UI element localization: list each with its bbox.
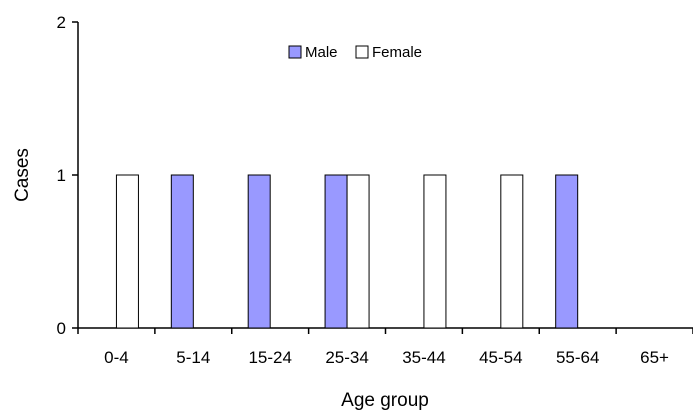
x-tick-label: 45-54 [479, 348, 522, 367]
bar-female-45-54 [500, 174, 524, 329]
bar-female-35-44 [423, 174, 447, 329]
legend: Male Female [288, 44, 422, 61]
legend-swatch-male [288, 45, 302, 59]
x-tick-label: 65+ [640, 348, 669, 367]
x-tick-label: 55-64 [556, 348, 599, 367]
bars [115, 174, 579, 329]
x-tick-label: 15-24 [248, 348, 291, 367]
bar-male-5-14 [170, 174, 194, 329]
x-tick-label: 0-4 [104, 348, 129, 367]
legend-label-female: Female [372, 44, 422, 61]
x-axis-title: Age group [341, 390, 429, 411]
y-axis-ticks: 0 1 2 [57, 13, 78, 338]
y-tick-label: 2 [57, 13, 66, 32]
x-axis-ticks: 0-4 5-14 15-24 25-34 35-44 45-54 55-64 65+ [77, 328, 693, 367]
legend-label-male: Male [305, 44, 338, 61]
bar-female-25-34 [346, 174, 370, 329]
y-axis-title: Cases [12, 148, 33, 202]
bar-male-25-34 [324, 174, 348, 329]
x-tick-label: 35-44 [402, 348, 445, 367]
bar-female-0-4 [115, 174, 139, 329]
legend-swatch-female [355, 45, 369, 59]
plot-area: 0 1 2 0-4 5-14 15-24 25-34 35-44 45-54 55-64 65+ [57, 13, 693, 367]
y-tick-label: 0 [57, 319, 66, 338]
bar-male-55-64 [555, 174, 579, 329]
x-tick-label: 25-34 [325, 348, 368, 367]
y-tick-label: 1 [57, 166, 66, 185]
x-tick-label: 5-14 [176, 348, 210, 367]
bar-male-15-24 [247, 174, 271, 329]
